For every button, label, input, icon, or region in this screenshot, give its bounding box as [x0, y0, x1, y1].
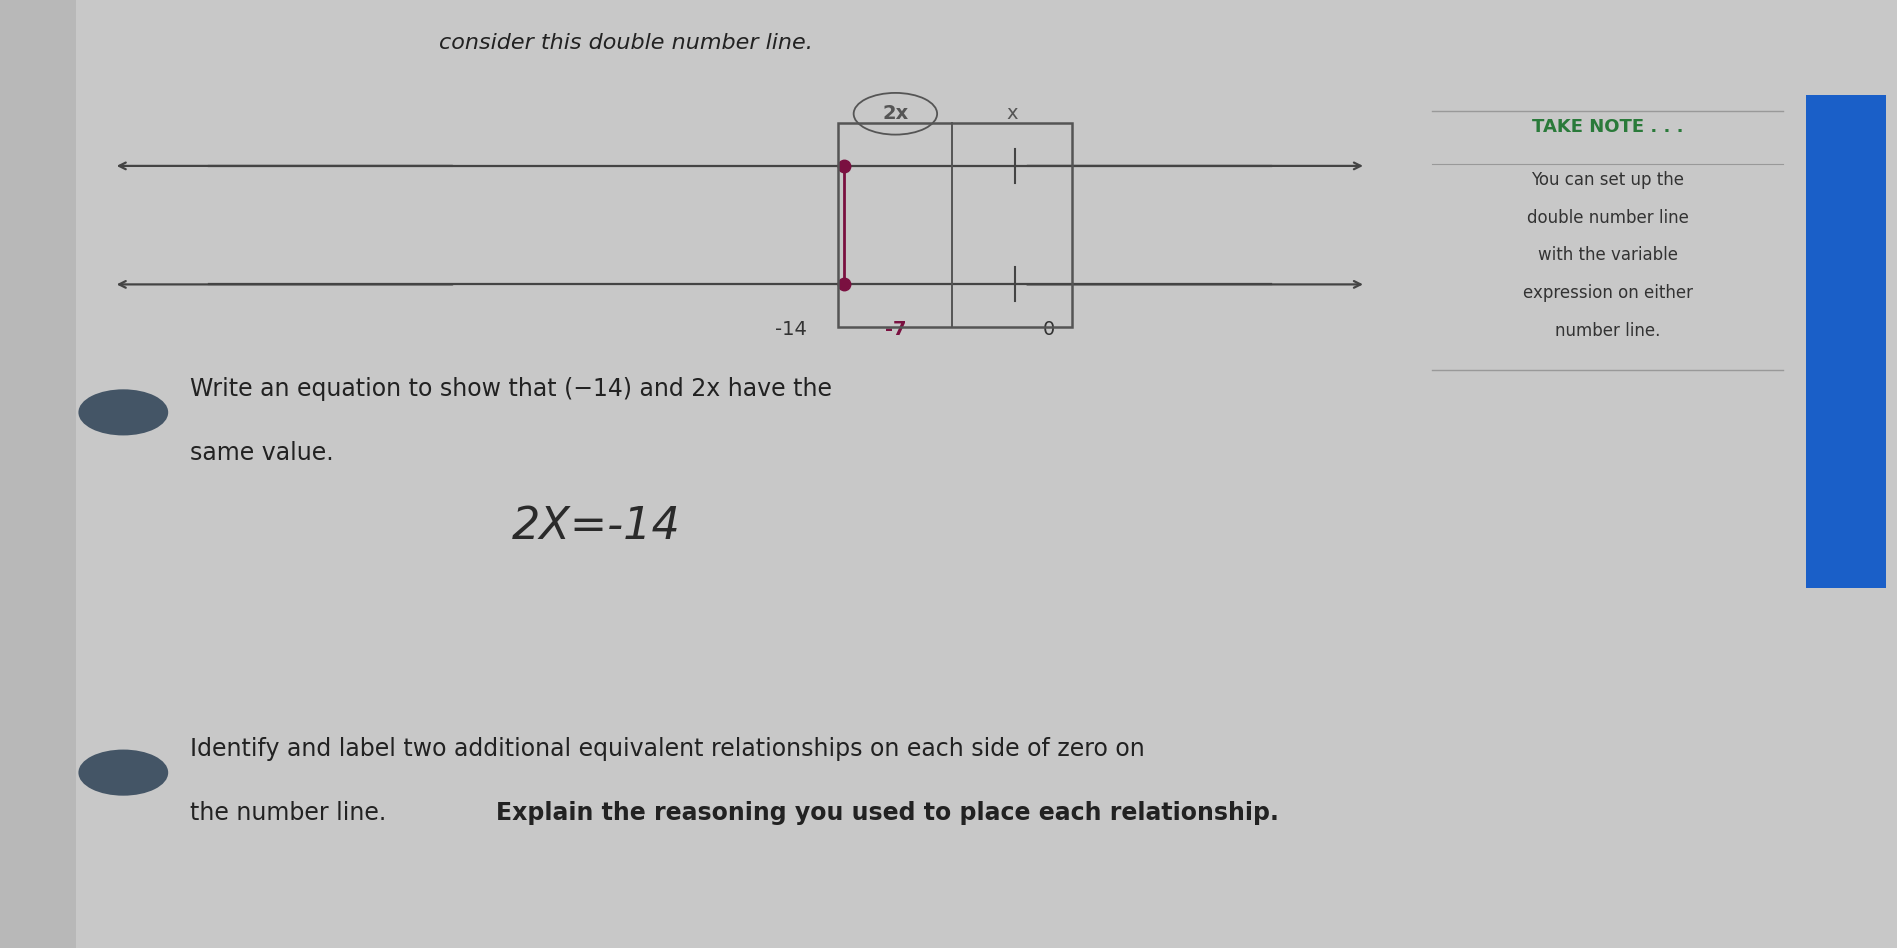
- Text: TAKE NOTE . . .: TAKE NOTE . . .: [1533, 118, 1683, 137]
- Text: -7: -7: [884, 320, 907, 339]
- Text: 2x: 2x: [882, 104, 909, 123]
- Circle shape: [80, 391, 167, 434]
- Text: a: a: [118, 405, 129, 420]
- Text: same value.: same value.: [190, 441, 334, 465]
- Text: number line.: number line.: [1556, 322, 1660, 340]
- Text: 0: 0: [1043, 320, 1055, 339]
- Text: b: b: [118, 765, 129, 780]
- Text: the number line.: the number line.: [190, 801, 393, 825]
- Text: 2X=-14: 2X=-14: [512, 504, 681, 548]
- Text: -14: -14: [776, 320, 806, 339]
- Text: TOPIC 1: TOPIC 1: [1836, 301, 1855, 381]
- Bar: [0, 0, 76, 948]
- Text: double number line: double number line: [1527, 209, 1688, 227]
- Text: expression on either: expression on either: [1523, 284, 1692, 302]
- Text: Identify and label two additional equivalent relationships on each side of zero : Identify and label two additional equiva…: [190, 738, 1144, 761]
- Text: You can set up the: You can set up the: [1531, 171, 1685, 189]
- Circle shape: [80, 751, 167, 794]
- Text: Write an equation to show that (−14) and 2x have the: Write an equation to show that (−14) and…: [190, 377, 831, 401]
- Text: x: x: [1005, 104, 1019, 123]
- Text: consider this double number line.: consider this double number line.: [438, 33, 814, 53]
- Bar: [1806, 95, 1886, 588]
- Text: with the variable: with the variable: [1538, 246, 1677, 264]
- Bar: [838, 123, 1072, 327]
- Text: Explain the reasoning you used to place each relationship.: Explain the reasoning you used to place …: [497, 801, 1279, 825]
